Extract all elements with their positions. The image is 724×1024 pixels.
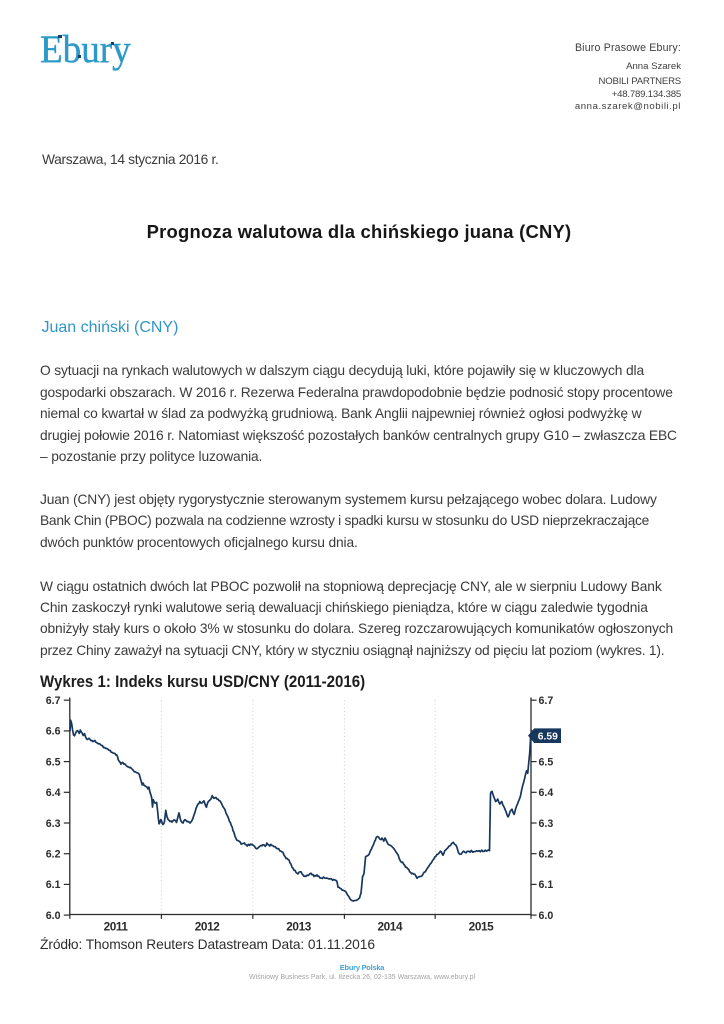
- svg-text:6.1: 6.1: [539, 879, 554, 891]
- svg-text:6.59: 6.59: [538, 732, 558, 743]
- svg-text:2012: 2012: [195, 920, 220, 934]
- svg-text:2014: 2014: [377, 920, 402, 934]
- svg-text:6.2: 6.2: [539, 849, 554, 861]
- svg-text:6.0: 6.0: [539, 910, 554, 922]
- svg-text:2013: 2013: [286, 920, 311, 934]
- svg-text:6.7: 6.7: [539, 695, 554, 707]
- svg-text:6.5: 6.5: [539, 756, 554, 768]
- svg-text:6.6: 6.6: [46, 726, 61, 738]
- svg-text:6.3: 6.3: [46, 818, 61, 830]
- svg-text:6.5: 6.5: [46, 756, 61, 768]
- svg-text:2015: 2015: [469, 920, 494, 934]
- svg-text:6.7: 6.7: [46, 695, 61, 707]
- svg-text:6.1: 6.1: [46, 879, 61, 891]
- svg-text:6.4: 6.4: [539, 787, 554, 799]
- svg-text:6.4: 6.4: [46, 787, 61, 799]
- svg-text:6.3: 6.3: [539, 818, 554, 830]
- svg-text:2011: 2011: [104, 920, 129, 934]
- svg-text:6.2: 6.2: [46, 849, 61, 861]
- svg-text:6.0: 6.0: [46, 910, 61, 922]
